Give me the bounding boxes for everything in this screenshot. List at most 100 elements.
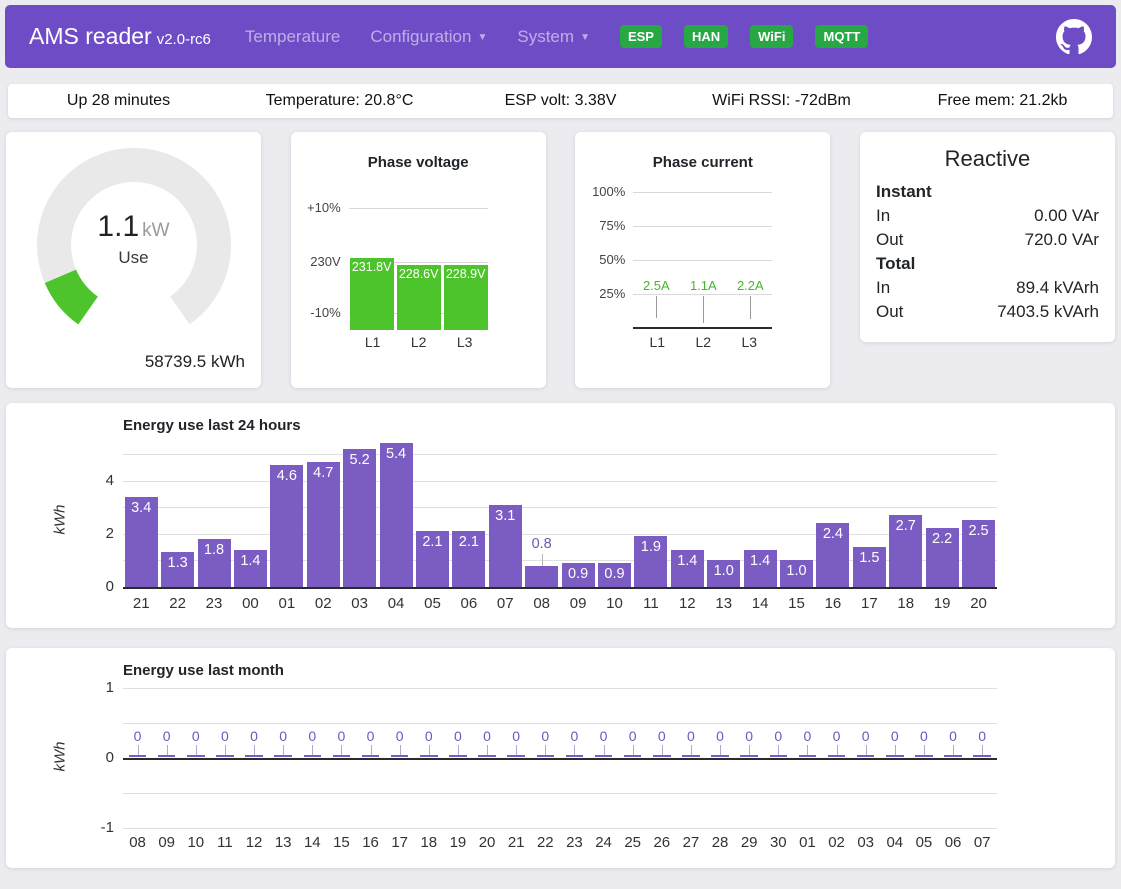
reactive-rows: InstantIn0.00 VArOut720.0 VArTotalIn89.4… bbox=[876, 180, 1099, 324]
pv-bar-L3: 228.9V bbox=[444, 265, 488, 330]
month-bar-value: 0 bbox=[414, 728, 443, 744]
month-bar-value: 0 bbox=[269, 728, 298, 744]
day-bar-18: 2.7 bbox=[889, 515, 922, 587]
month-x-label: 29 bbox=[735, 834, 764, 851]
month-ytick: 1 bbox=[74, 679, 114, 696]
pv-bar-value: 228.9V bbox=[444, 267, 488, 281]
month-bar-value: 0 bbox=[647, 728, 676, 744]
day-x-label: 05 bbox=[414, 595, 450, 612]
reactive-row-label: In bbox=[876, 276, 890, 300]
day-bar-slot: 2.1 bbox=[451, 531, 487, 587]
day-ytick: 0 bbox=[74, 578, 114, 595]
month-x-label: 12 bbox=[240, 834, 269, 851]
day-bar-slot: 1.9 bbox=[633, 536, 669, 587]
month-bar-value: 0 bbox=[676, 728, 705, 744]
day-bar-14: 1.4 bbox=[744, 550, 777, 587]
month-bar-value: 0 bbox=[473, 728, 502, 744]
pv-bars: 231.8V228.6V228.9V bbox=[350, 258, 488, 330]
energy-24h-y-axis-label: kWh bbox=[52, 490, 69, 550]
day-x-label: 14 bbox=[742, 595, 778, 612]
pc-bar-pointer bbox=[656, 296, 657, 318]
month-bar-14 bbox=[304, 755, 322, 757]
total-energy-counter: 58739.5 kWh bbox=[145, 352, 245, 372]
month-bar-17 bbox=[391, 755, 409, 757]
month-bar-29 bbox=[740, 755, 758, 757]
month-bar-19 bbox=[449, 755, 467, 757]
top-cards-row: 1.1kW Use 58739.5 kWh Phase voltage +10%… bbox=[6, 132, 1115, 388]
day-bar-slot: 0.9 bbox=[560, 563, 596, 587]
day-bar-slot: 2.1 bbox=[414, 531, 450, 587]
month-bar-03 bbox=[857, 755, 875, 757]
month-bar-06 bbox=[944, 755, 962, 757]
day-x-label: 08 bbox=[523, 595, 559, 612]
nav-item-configuration[interactable]: Configuration▼ bbox=[370, 27, 487, 47]
month-bar-15 bbox=[333, 755, 351, 757]
month-x-label: 30 bbox=[764, 834, 793, 851]
pc-gridline bbox=[633, 226, 772, 227]
github-icon bbox=[1056, 19, 1092, 55]
day-bar-slot: 2.4 bbox=[815, 523, 851, 587]
nav-item-temperature[interactable]: Temperature bbox=[245, 27, 340, 47]
nav-item-system[interactable]: System▼ bbox=[517, 27, 590, 47]
day-bar-slot: 3.4 bbox=[123, 497, 159, 587]
month-bar-30 bbox=[770, 755, 788, 757]
app-title: AMS reader bbox=[29, 23, 152, 49]
day-bar-slot: 2.2 bbox=[924, 528, 960, 587]
day-bar-slot: 1.8 bbox=[196, 539, 232, 587]
github-link[interactable] bbox=[1056, 19, 1092, 55]
month-x-label: 27 bbox=[676, 834, 705, 851]
day-bar-slot: 2.7 bbox=[888, 515, 924, 587]
month-bar-value: 0 bbox=[706, 728, 735, 744]
pv-bar-L1: 231.8V bbox=[350, 258, 394, 330]
month-ytick: 0 bbox=[74, 749, 114, 766]
month-bar-value: 0 bbox=[181, 728, 210, 744]
day-bar-03: 5.2 bbox=[343, 449, 376, 587]
reactive-row: Out720.0 VAr bbox=[876, 228, 1099, 252]
month-x-label: 15 bbox=[327, 834, 356, 851]
month-x-label: 07 bbox=[968, 834, 997, 851]
pv-x-label: L3 bbox=[442, 334, 488, 350]
month-x-label: 14 bbox=[298, 834, 327, 851]
day-x-label: 21 bbox=[123, 595, 159, 612]
month-bar-10 bbox=[187, 755, 205, 757]
month-x-label: 11 bbox=[210, 834, 239, 851]
day-bar-value: 0.8 bbox=[523, 536, 559, 552]
month-x-label: 20 bbox=[473, 834, 502, 851]
energy-month-y-axis-label: kWh bbox=[52, 727, 69, 787]
month-x-label: 18 bbox=[414, 834, 443, 851]
day-bar-04: 5.4 bbox=[380, 443, 413, 587]
energy-month-chart-card: Energy use last month kWh 10-10000000000… bbox=[6, 648, 1115, 868]
gauge-readout: 1.1kW Use bbox=[6, 210, 261, 268]
badge-mqtt: MQTT bbox=[815, 25, 868, 48]
month-bar-27 bbox=[682, 755, 700, 757]
day-bar-12: 1.4 bbox=[671, 550, 704, 587]
day-x-label: 16 bbox=[815, 595, 851, 612]
pc-bar-L1: 2.5A bbox=[634, 318, 678, 327]
gauge-unit: kW bbox=[142, 220, 169, 241]
day-bar-22: 1.3 bbox=[161, 552, 194, 587]
month-bar-21 bbox=[507, 755, 525, 757]
day-bar-value: 1.0 bbox=[774, 563, 819, 579]
month-bar-value: 0 bbox=[502, 728, 531, 744]
month-bar-05 bbox=[915, 755, 933, 757]
day-x-label: 19 bbox=[924, 595, 960, 612]
pv-bar-fill: 228.6V bbox=[397, 265, 441, 330]
app-brand[interactable]: AMS readerv2.0-rc6 bbox=[29, 23, 211, 50]
pc-x-label: L3 bbox=[726, 334, 772, 350]
status-item-0: Up 28 minutes bbox=[8, 92, 229, 110]
reactive-row-label: Out bbox=[876, 228, 903, 252]
month-bar-value: 0 bbox=[240, 728, 269, 744]
reactive-card: Reactive InstantIn0.00 VArOut720.0 VArTo… bbox=[860, 132, 1115, 342]
pc-bar-fill bbox=[634, 318, 678, 327]
day-bar-value: 1.4 bbox=[228, 553, 273, 569]
status-bar: Up 28 minutesTemperature: 20.8°CESP volt… bbox=[8, 84, 1113, 118]
chevron-down-icon: ▼ bbox=[477, 32, 487, 43]
status-item-4: Free mem: 21.2kb bbox=[892, 92, 1113, 110]
day-bar-value: 2.5 bbox=[956, 523, 1001, 539]
day-bar-pointer bbox=[542, 554, 543, 566]
month-x-label: 05 bbox=[909, 834, 938, 851]
day-x-label: 10 bbox=[596, 595, 632, 612]
energy-24h-chart-card: Energy use last 24 hours kWh 0243.41.31.… bbox=[6, 403, 1115, 628]
day-bar-slot: 1.5 bbox=[851, 547, 887, 587]
month-bar-value: 0 bbox=[793, 728, 822, 744]
